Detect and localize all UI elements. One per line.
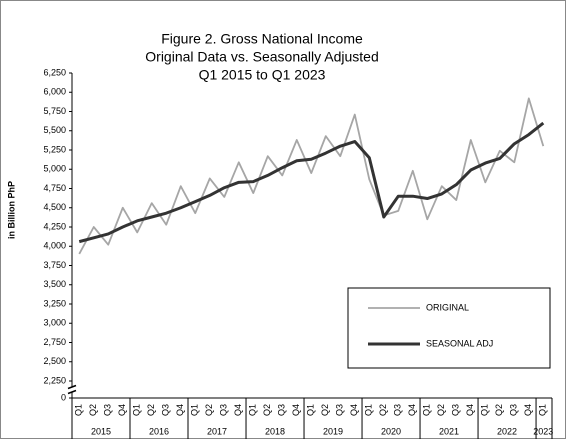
x-tick-label: Q4 [349,404,359,416]
x-tick-label: Q3 [103,404,113,416]
y-tick-label: 0 [61,392,66,402]
axis-break [68,386,76,393]
x-tick-label: Q3 [161,404,171,416]
y-tick-label: 5,500 [43,125,66,135]
y-tick-label: 3,250 [43,298,66,308]
y-tick-label: 4,000 [43,241,66,251]
x-tick-label: Q3 [451,404,461,416]
legend-label: ORIGINAL [426,302,469,312]
x-tick-label: Q1 [480,404,490,416]
x-tick-label: Q1 [364,404,374,416]
y-tick-label: 2,250 [43,375,66,385]
year-label: 2017 [207,426,227,436]
x-tick-label: Q4 [407,404,417,416]
x-tick-label: Q4 [465,404,475,416]
x-tick-label: Q2 [204,404,214,416]
x-tick-label: Q4 [523,404,533,416]
y-tick-label: 6,250 [43,67,66,77]
y-tick-label: 3,000 [43,318,66,328]
year-label: 2018 [265,426,285,436]
y-tick-label: 4,750 [43,183,66,193]
year-label: 2023 [533,426,553,436]
x-tick-label: Q4 [233,404,243,416]
y-tick-label: 2,750 [43,337,66,347]
chart-title: Figure 2. Gross National Income [161,31,363,47]
year-label: 2022 [497,426,517,436]
y-tick-label: 3,750 [43,260,66,270]
x-tick-label: Q2 [320,404,330,416]
x-tick-label: Q2 [88,404,98,416]
x-tick-label: Q1 [538,404,548,416]
year-label: 2021 [439,426,459,436]
line-series [78,121,545,244]
x-tick-label: Q3 [335,404,345,416]
x-tick-label: Q1 [132,404,142,416]
x-tick-label: Q4 [175,404,185,416]
year-label: 2016 [149,426,169,436]
legend-label: SEASONAL ADJ [426,338,493,348]
x-tick-label: Q3 [277,404,287,416]
year-label: 2019 [323,426,343,436]
y-tick-label: 6,000 [43,87,66,97]
chart-title: Q1 2015 to Q1 2023 [199,67,326,83]
line-series [78,97,545,255]
axis-break [67,384,77,395]
x-tick-label: Q1 [248,404,258,416]
x-tick-label: Q3 [219,404,229,416]
x-tick-label: Q2 [262,404,272,416]
y-tick-label: 5,250 [43,144,66,154]
year-label: 2015 [91,426,111,436]
y-tick-label: 5,000 [43,164,66,174]
chart-title: Original Data vs. Seasonally Adjusted [145,49,378,65]
legend-box [347,287,551,369]
y-axis-label: in Billion PhP [6,181,16,239]
x-tick-label: Q2 [436,404,446,416]
x-tick-label: Q1 [422,404,432,416]
x-tick-label: Q4 [117,404,127,416]
x-tick-label: Q1 [306,404,316,416]
x-tick-label: Q3 [393,404,403,416]
x-tick-label: Q1 [190,404,200,416]
y-tick-label: 3,500 [43,279,66,289]
x-tick-label: Q3 [509,404,519,416]
x-tick-label: Q2 [494,404,504,416]
x-tick-label: Q2 [378,404,388,416]
y-tick-label: 5,750 [43,106,66,116]
y-tick-label: 4,500 [43,202,66,212]
x-tick-label: Q2 [146,404,156,416]
x-tick-label: Q1 [74,404,84,416]
x-tick-label: Q4 [291,404,301,416]
y-tick-label: 2,500 [43,356,66,366]
y-tick-label: 4,250 [43,221,66,231]
year-label: 2020 [381,426,401,436]
